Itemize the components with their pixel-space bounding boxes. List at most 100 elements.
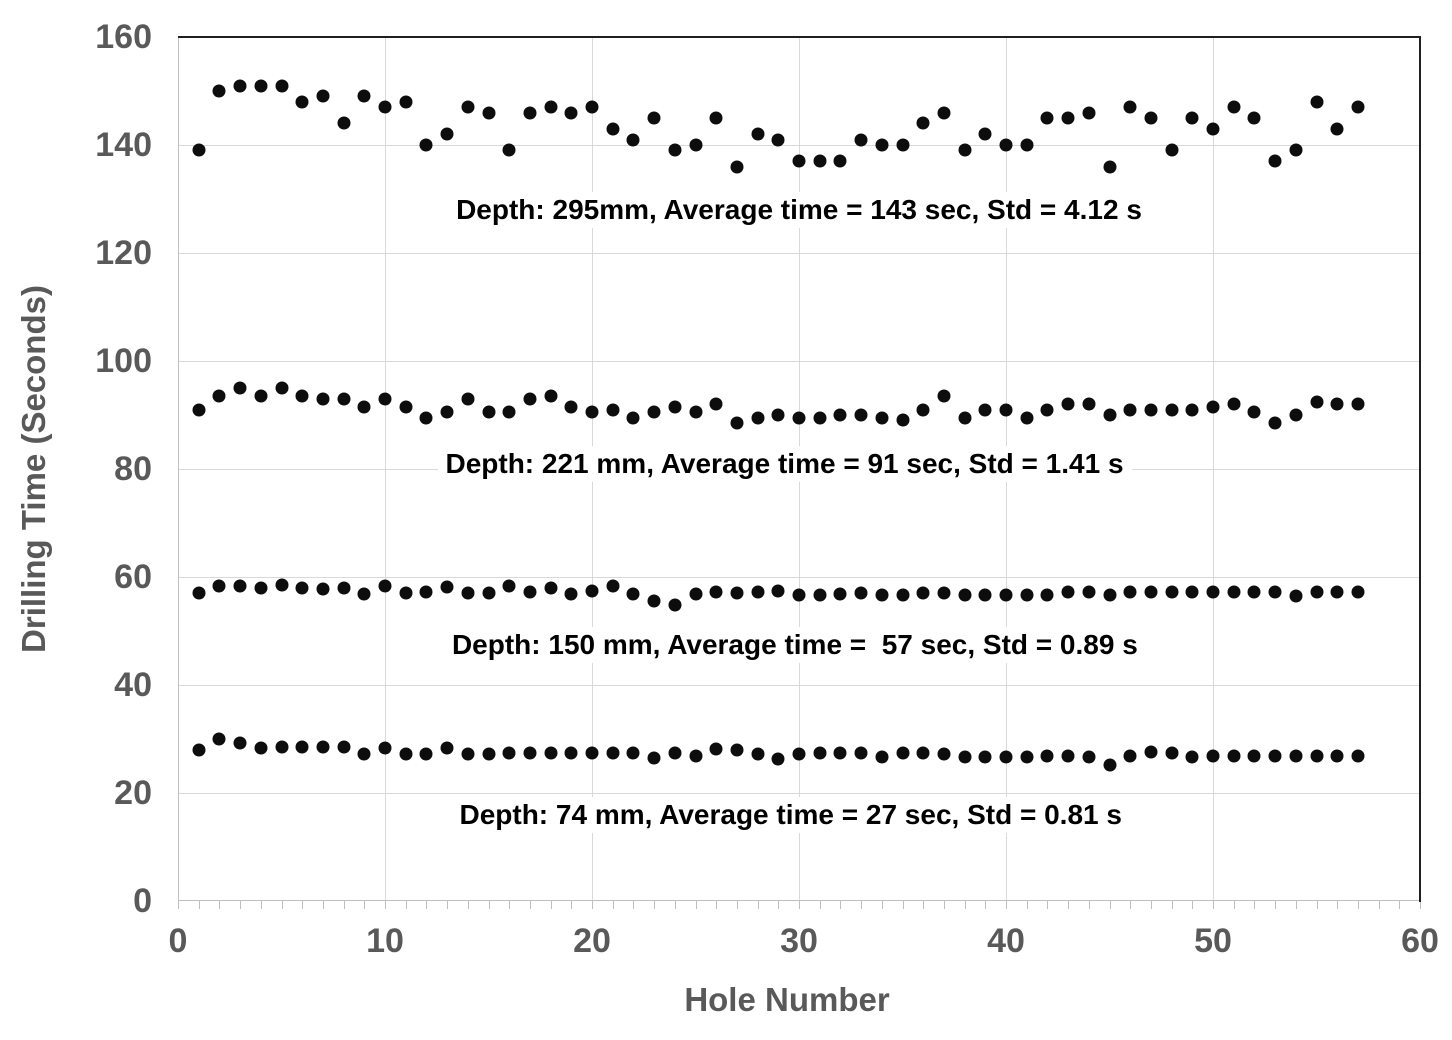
data-point (1351, 397, 1365, 411)
data-point (316, 89, 330, 103)
data-point (585, 584, 599, 597)
data-point (254, 581, 268, 595)
x-minor-tick (1337, 901, 1339, 909)
data-point (792, 411, 806, 425)
data-point (999, 138, 1013, 152)
data-point (482, 106, 495, 120)
data-point (1310, 95, 1323, 109)
data-point (461, 586, 475, 600)
data-point (357, 400, 371, 414)
data-point (730, 416, 744, 430)
data-point (1227, 100, 1241, 114)
x-minor-tick (633, 901, 635, 909)
data-point (937, 586, 951, 600)
data-point (544, 746, 558, 759)
data-point (1103, 758, 1116, 772)
data-point (399, 586, 413, 600)
x-minor-tick (1275, 901, 1277, 909)
data-point (564, 587, 578, 601)
data-point (689, 138, 702, 152)
data-point (233, 79, 247, 93)
data-point (709, 742, 723, 756)
data-point (647, 111, 661, 125)
data-point (337, 116, 351, 130)
data-point (1123, 585, 1137, 599)
data-point (337, 740, 351, 754)
data-point (916, 116, 930, 130)
data-point (1103, 408, 1116, 422)
data-point (875, 138, 889, 152)
data-point (1247, 405, 1261, 419)
data-point (1040, 588, 1054, 602)
x-minor-tick (736, 901, 738, 909)
data-point (502, 143, 516, 157)
series-annotation-depth-221mm: Depth: 221 mm, Average time = 91 sec, St… (437, 445, 1132, 482)
x-minor-tick (674, 901, 676, 909)
data-point (1268, 154, 1282, 168)
x-tick-label: 20 (573, 922, 611, 960)
data-point (295, 740, 309, 754)
x-minor-tick (1026, 901, 1028, 909)
data-point (585, 746, 599, 759)
data-point (771, 752, 785, 766)
data-point (606, 579, 620, 593)
data-point (1351, 749, 1365, 763)
data-point (482, 405, 495, 419)
x-minor-tick (819, 901, 821, 909)
data-point (875, 588, 889, 602)
x-minor-tick (1088, 901, 1090, 909)
data-point (1185, 403, 1199, 417)
x-minor-tick (550, 901, 552, 909)
data-point (378, 100, 392, 114)
data-point (1268, 416, 1282, 430)
data-point (792, 747, 806, 761)
x-minor-tick (716, 901, 718, 909)
x-minor-tick (1150, 901, 1152, 909)
data-point (1289, 749, 1303, 763)
data-point (978, 403, 992, 417)
data-point (999, 588, 1013, 602)
x-minor-tick (281, 901, 283, 909)
data-point (564, 106, 578, 120)
data-point (730, 160, 744, 174)
data-point (1020, 138, 1034, 152)
data-point (1351, 585, 1365, 599)
data-point (1227, 749, 1241, 763)
data-point (233, 736, 247, 750)
data-point (295, 389, 309, 403)
x-minor-tick (1295, 901, 1297, 909)
data-point (357, 747, 371, 761)
data-point (813, 588, 827, 602)
data-point (647, 594, 661, 608)
data-point (999, 403, 1013, 417)
data-point (1040, 403, 1054, 417)
data-point (419, 585, 433, 599)
data-point (254, 741, 268, 755)
x-minor-tick (861, 901, 863, 909)
data-point (233, 381, 247, 395)
data-point (709, 585, 723, 599)
data-point (647, 751, 661, 765)
data-point (1330, 122, 1344, 136)
data-point (1289, 408, 1303, 422)
x-tick-label: 40 (987, 922, 1025, 960)
data-point (1330, 749, 1344, 763)
y-tick-label: 160 (95, 18, 152, 56)
data-point (689, 587, 702, 601)
data-point (833, 587, 847, 601)
x-minor-tick (467, 901, 469, 909)
x-minor-tick (447, 901, 449, 909)
vertical-gridline (1213, 37, 1214, 901)
x-minor-tick (592, 901, 593, 909)
data-point (192, 743, 206, 757)
data-point (316, 392, 330, 406)
data-point (1144, 585, 1158, 599)
data-point (606, 746, 620, 759)
data-point (1082, 106, 1096, 120)
data-point (1227, 397, 1241, 411)
data-point (523, 746, 537, 759)
x-minor-tick (488, 901, 490, 909)
data-point (1123, 100, 1137, 114)
data-point (1144, 403, 1158, 417)
data-point (1123, 749, 1137, 763)
